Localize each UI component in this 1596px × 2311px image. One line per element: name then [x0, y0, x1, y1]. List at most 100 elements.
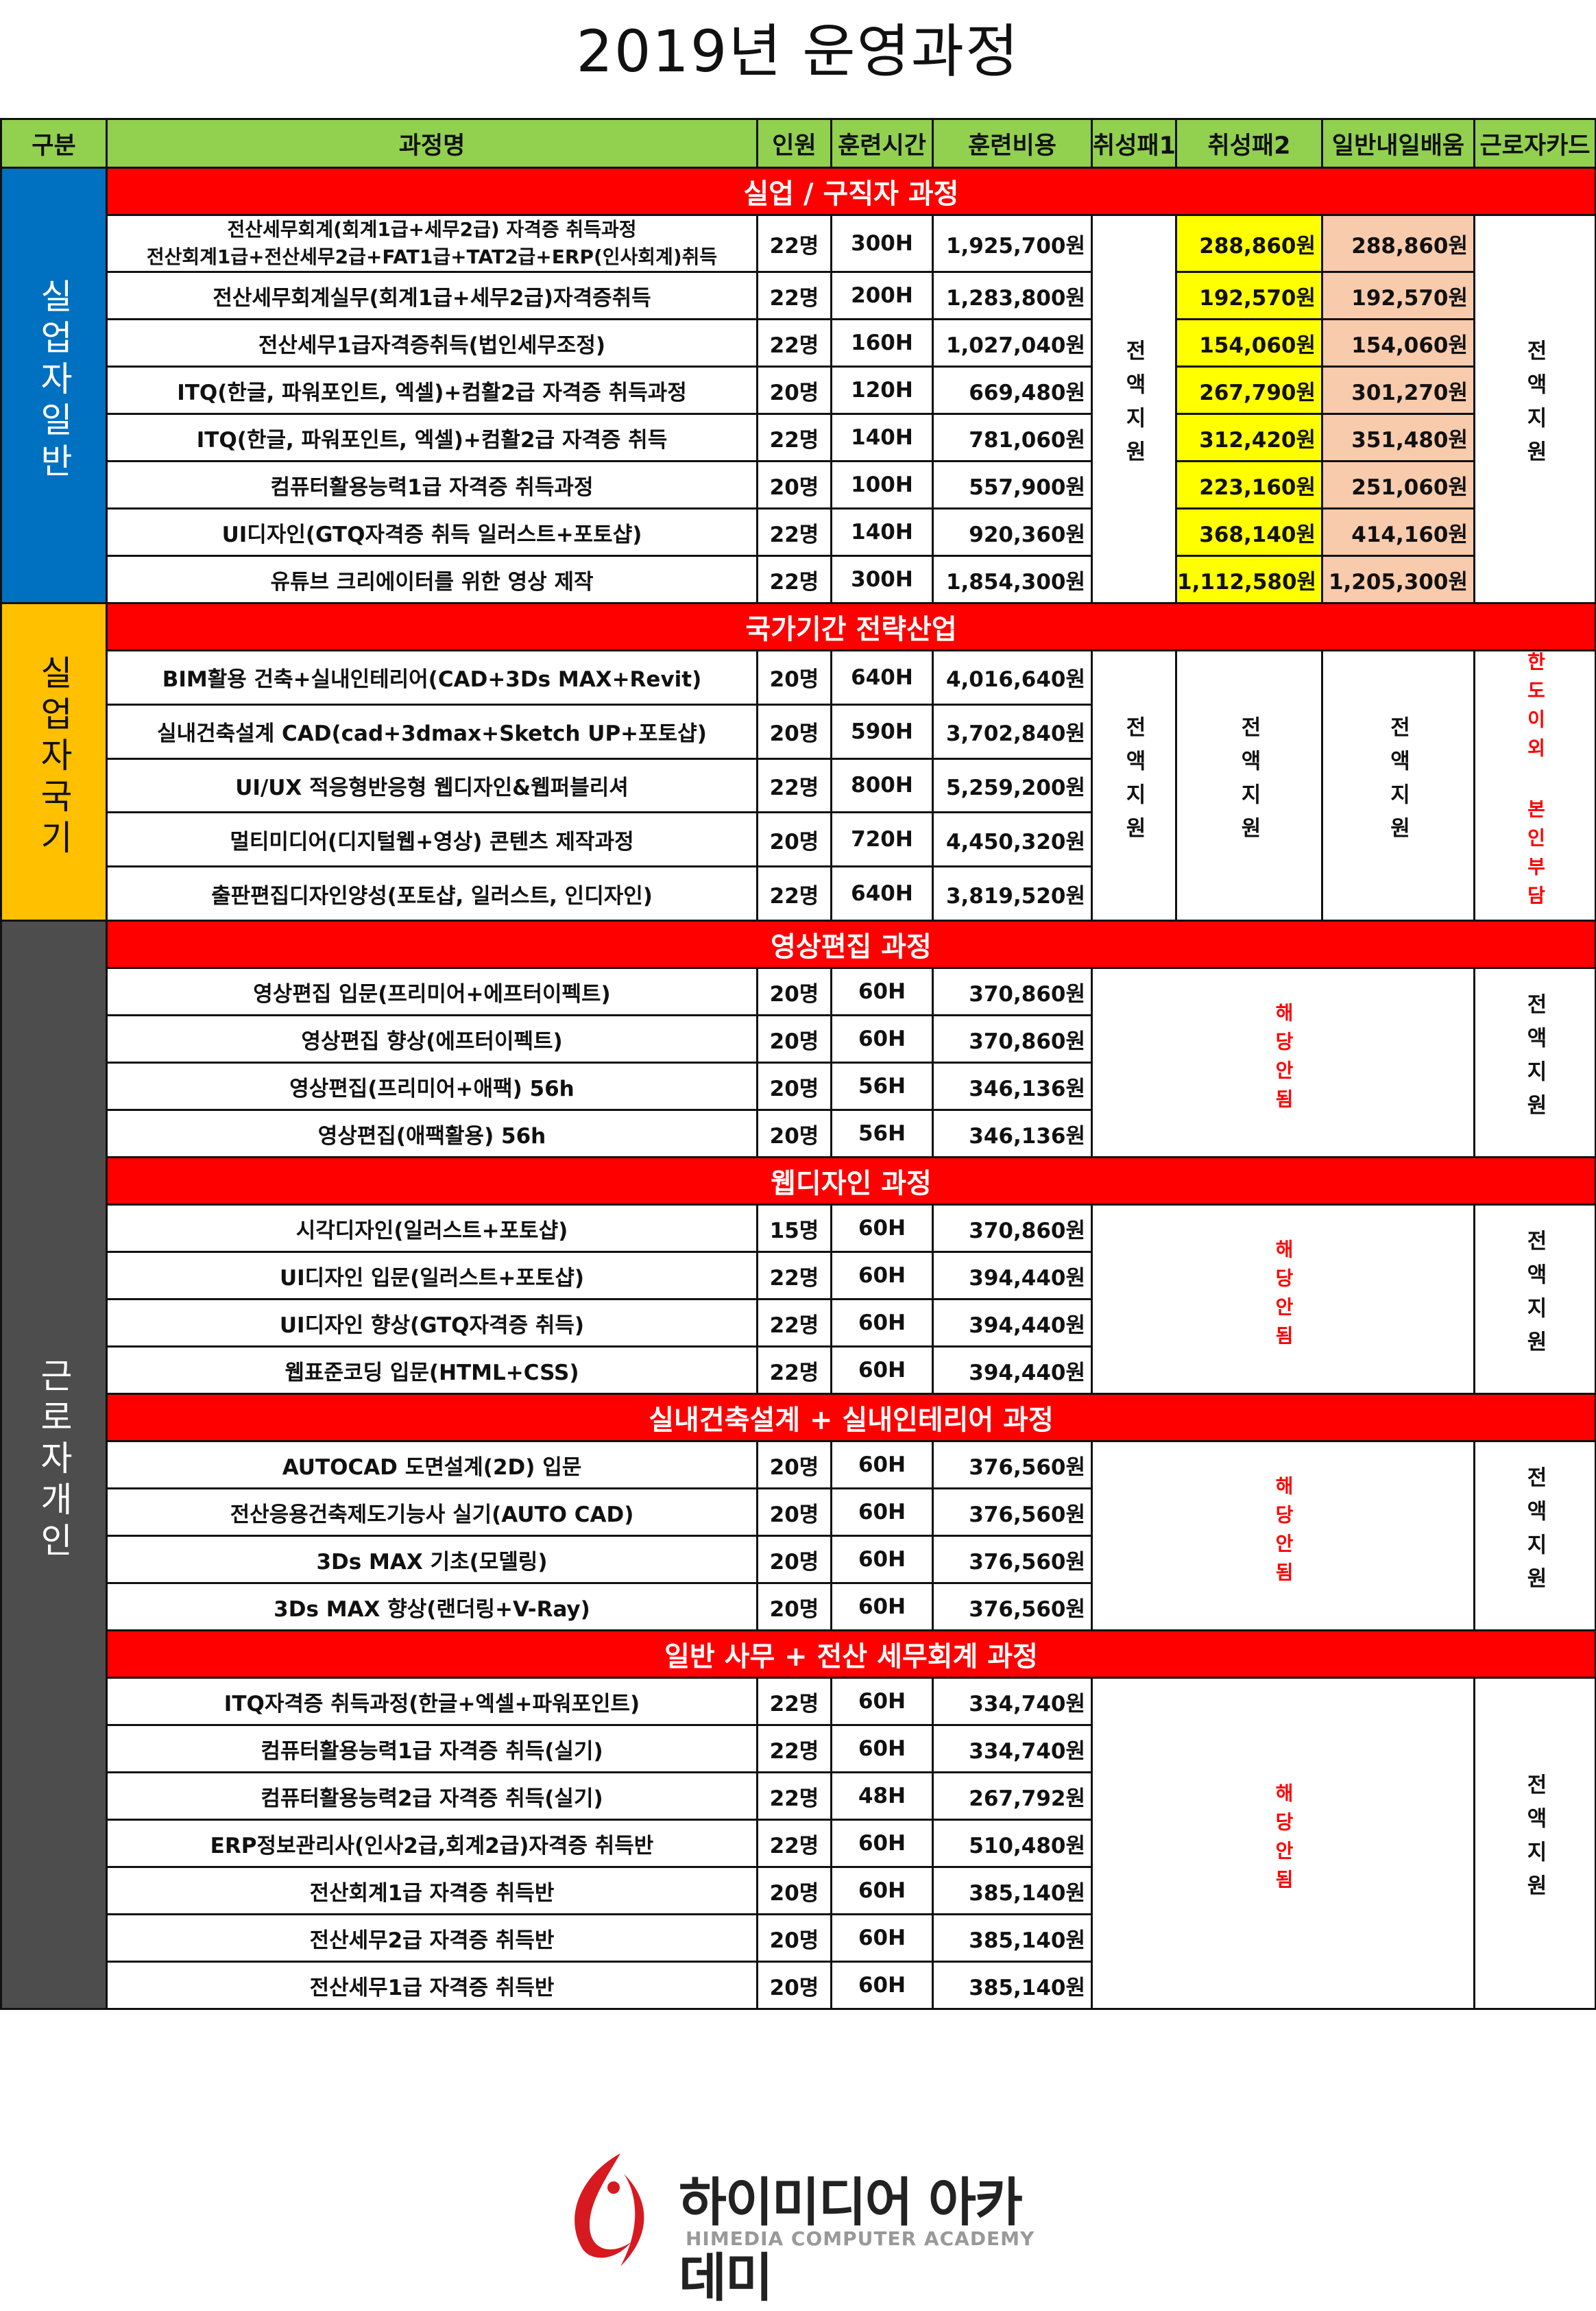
- table-row: AUTOCAD 도면설계(2D) 입문 20명 60H 376,560원 해당안됨 전액지…: [1, 1440, 1596, 1631]
- people-count: 20명: [756, 1913, 832, 1963]
- course-name: 전산응용건축제도기능사 실기(AUTO CAD): [106, 1487, 758, 1537]
- training-cost: 370,860원: [932, 1204, 1093, 1253]
- table-row: UI디자인 입문(일러스트+포토샵) 22명 60H 394,440원: [1, 1251, 1596, 1300]
- course-name-text: 유튜브 크리에이터를 위한 영상 제작: [270, 569, 594, 595]
- course-name: 전산세무1급자격증취득(법인세무조정): [106, 318, 758, 368]
- table-row: 전산세무회계(회계1급+세무2급) 자격증 취득과정 전산회계1급+전산세무2급+…: [1, 214, 1596, 604]
- support1-cell-text: 전액지원: [1121, 715, 1146, 850]
- training-cost: 557,900원: [932, 460, 1093, 510]
- course-name-text: 영상편집 입문(프리미어+에프터이펙트): [253, 981, 611, 1007]
- training-hours: 640H: [830, 649, 934, 706]
- table-row: ITQ(한글, 파워포인트, 엑셀)+컴활2급 자격증 취득 22명 140H 781…: [1, 413, 1596, 462]
- course-name: ERP정보관리사(인사2급,회계2급)자격증 취득반: [106, 1819, 758, 1868]
- course-name: 실내건축설계 CAD(cad+3dmax+Sketch UP+포토샵): [106, 703, 758, 760]
- course-name-text: 3Ds MAX 향상(랜더링+V-Ray): [274, 1596, 590, 1622]
- training-hours: 60H: [830, 1961, 934, 2010]
- training-cost: 3,702,840원: [932, 703, 1093, 760]
- card-cell-text: 전액지원: [1522, 1229, 1547, 1364]
- training-cost: 3,819,520원: [932, 865, 1093, 922]
- support2-amount: 1,112,580원: [1175, 555, 1323, 604]
- general-amount: 251,060원: [1321, 460, 1475, 510]
- support2-amount: 312,420원: [1175, 413, 1323, 462]
- general-amount: 301,270원: [1321, 366, 1475, 415]
- people-count: 22명: [756, 214, 832, 273]
- training-hours: 60H: [830, 1677, 934, 1726]
- general-amount: 154,060원: [1321, 318, 1475, 368]
- table-row: 시각디자인(일러스트+포토샵) 15명 60H 370,860원 해당안됨 전액지원: [1, 1204, 1596, 1395]
- training-hours: 60H: [830, 1204, 934, 1253]
- people-count: 22명: [756, 507, 832, 557]
- people-count: 22명: [756, 1345, 832, 1395]
- table-row: 영상편집 입문(프리미어+에프터이펙트) 20명 60H 370,860원 해당안됨 전액…: [1, 967, 1596, 1158]
- support2-amount: 223,160원: [1175, 460, 1323, 510]
- card-cell: 전액지원: [1473, 214, 1596, 604]
- card-cell: 전액지원: [1473, 1204, 1596, 1395]
- training-hours: 56H: [830, 1109, 934, 1158]
- card-cell: 한도이외 본인부담: [1473, 649, 1596, 922]
- support2-cell-text: 전액지원: [1236, 715, 1261, 850]
- category-label-text: 근로자개인: [34, 1358, 74, 1564]
- people-count: 20명: [756, 703, 832, 760]
- course-name: ITQ(한글, 파워포인트, 엑셀)+컴활2급 자격증 취득과정: [106, 366, 758, 415]
- not-applicable-cell-text: 해당안됨: [1272, 1238, 1295, 1354]
- course-name: 컴퓨터활용능력2급 자격증 취득(실기): [106, 1771, 758, 1821]
- training-cost: 385,140원: [932, 1866, 1093, 1915]
- people-count: 22명: [756, 318, 832, 368]
- course-name-text: ERP정보관리사(인사2급,회계2급)자격증 취득반: [210, 1833, 654, 1858]
- general-amount: 1,205,300원: [1321, 555, 1475, 604]
- training-cost: 669,480원: [932, 366, 1093, 415]
- table-row: UI디자인 향상(GTQ자격증 취득) 22명 60H 394,440원: [1, 1298, 1596, 1348]
- training-hours: 60H: [830, 1298, 934, 1348]
- course-name: 3Ds MAX 향상(랜더링+V-Ray): [106, 1582, 758, 1631]
- training-cost: 370,860원: [932, 1014, 1093, 1064]
- people-count: 20명: [756, 1487, 832, 1537]
- training-cost: 394,440원: [932, 1345, 1093, 1395]
- training-hours: 160H: [830, 318, 934, 368]
- training-cost: 267,792원: [932, 1771, 1093, 1821]
- course-name-text: 시각디자인(일러스트+포토샵): [295, 1218, 568, 1243]
- course-name: 3Ds MAX 기초(모델링): [106, 1535, 758, 1584]
- card-cell: 전액지원: [1473, 1677, 1596, 2010]
- people-count: 20명: [756, 649, 832, 706]
- course-name: UI디자인(GTQ자격증 취득 일러스트+포토샵): [106, 507, 758, 557]
- people-count: 22명: [756, 1771, 832, 1821]
- card-cell-text: 전액지원: [1522, 992, 1547, 1127]
- course-name-text: 컴퓨터활용능력1급 자격증 취득(실기): [261, 1738, 603, 1764]
- table-row: 3Ds MAX 향상(랜더링+V-Ray) 20명 60H 376,560원: [1, 1582, 1596, 1631]
- course-name: 영상편집(프리미어+애팩) 56h: [106, 1062, 758, 1111]
- table-row: 전산세무회계실무(회계1급+세무2급)자격증취득 22명 200H 1,283,800…: [1, 271, 1596, 320]
- course-name-text: 멀티미디어(디지털웹+영상) 콘텐츠 제작과정: [230, 829, 634, 854]
- people-count: 20명: [756, 1014, 832, 1064]
- general-cell-text: 전액지원: [1386, 715, 1410, 850]
- training-cost: 4,016,640원: [932, 649, 1093, 706]
- people-count: 22명: [756, 271, 832, 320]
- training-hours: 48H: [830, 1771, 934, 1821]
- course-table: 구분 과정명 인원 훈련시간 훈련비용 취성패1 취성패2 일반내일배움 근로자카드 실업자일반…: [0, 118, 1596, 2010]
- course-name-text: 실내건축설계 CAD(cad+3dmax+Sketch UP+포토샵): [157, 721, 707, 747]
- category-label: 실업자국기: [0, 602, 108, 922]
- general-amount: 351,480원: [1321, 413, 1475, 462]
- course-name-text: UI디자인 입문(일러스트+포토샵): [279, 1265, 585, 1291]
- training-cost: 370,860원: [932, 967, 1093, 1016]
- course-name: 영상편집 입문(프리미어+에프터이펙트): [106, 967, 758, 1016]
- people-count: 20명: [756, 460, 832, 510]
- table-row: 전산세무1급 자격증 취득반 20명 60H 385,140원: [1, 1961, 1596, 2010]
- section-title: 국가기간 전략산업: [106, 602, 1596, 651]
- course-name: 컴퓨터활용능력1급 자격증 취득(실기): [106, 1724, 758, 1773]
- column-header: 인원: [756, 118, 832, 169]
- people-count: 22명: [756, 1251, 832, 1300]
- table-row: 실내건축설계 CAD(cad+3dmax+Sketch UP+포토샵) 20명 59…: [1, 703, 1596, 760]
- table-row: 영상편집(프리미어+애팩) 56h 20명 56H 346,136원: [1, 1062, 1596, 1111]
- course-name-text: ITQ(한글, 파워포인트, 엑셀)+컴활2급 자격증 취득과정: [177, 380, 687, 405]
- header-row: 구분 과정명 인원 훈련시간 훈련비용 취성패1 취성패2 일반내일배움 근로자카드: [0, 118, 1596, 169]
- card-cell-text: 전액지원: [1522, 1465, 1547, 1601]
- table-row: ERP정보관리사(인사2급,회계2급)자격증 취득반 22명 60H 510,480원: [1, 1819, 1596, 1868]
- training-hours: 300H: [830, 555, 934, 604]
- training-hours: 140H: [830, 413, 934, 462]
- course-name: 시각디자인(일러스트+포토샵): [106, 1204, 758, 1253]
- course-name: BIM활용 건축+실내인테리어(CAD+3Ds MAX+Revit): [106, 649, 758, 706]
- course-name-text: 영상편집(애팩활용) 56h: [317, 1123, 546, 1149]
- table-row: 웹표준코딩 입문(HTML+CSS) 22명 60H 394,440원: [1, 1345, 1596, 1395]
- column-header: 구분: [0, 118, 108, 169]
- people-count: 22명: [756, 1819, 832, 1868]
